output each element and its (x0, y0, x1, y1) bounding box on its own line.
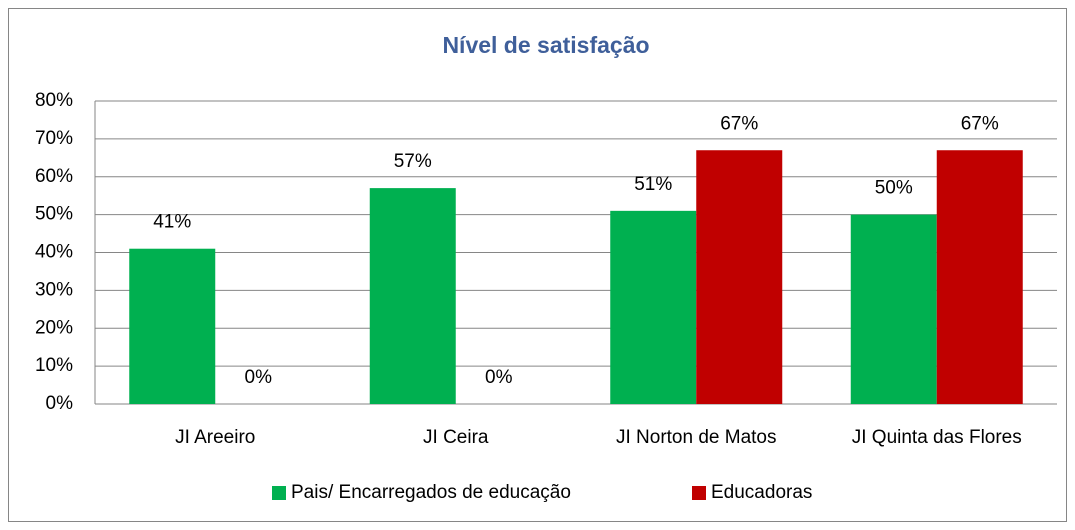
bar (129, 248, 216, 404)
y-tick-label: 0% (46, 393, 74, 414)
x-tick-label: JI Norton de Matos (616, 427, 777, 448)
x-tick-label: JI Areeiro (175, 427, 255, 448)
y-tick-label: 30% (35, 279, 73, 300)
data-label: 50% (875, 178, 913, 199)
legend-label: Educadoras (711, 482, 812, 503)
bar (610, 210, 697, 404)
legend-swatch (272, 486, 286, 500)
bar (369, 188, 456, 404)
chart-title: Nível de satisfação (442, 32, 649, 58)
y-tick-label: 70% (35, 128, 73, 149)
bar (696, 150, 783, 404)
bar (936, 150, 1023, 404)
bar (850, 214, 937, 404)
x-tick-label: JI Ceira (423, 427, 489, 448)
y-tick-label: 10% (35, 355, 73, 376)
y-tick-label: 20% (35, 317, 73, 338)
data-label: 41% (153, 212, 191, 233)
y-tick-label: 60% (35, 166, 73, 187)
legend-swatch (692, 486, 706, 500)
y-tick-label: 40% (35, 242, 73, 263)
data-label: 57% (394, 151, 432, 172)
y-tick-label: 50% (35, 204, 73, 225)
data-label: 0% (245, 367, 273, 388)
y-tick-label: 80% (35, 90, 73, 111)
data-label: 0% (485, 367, 513, 388)
x-tick-label: JI Quinta das Flores (852, 427, 1022, 448)
data-label: 67% (961, 113, 999, 134)
data-label: 51% (634, 174, 672, 195)
data-label: 67% (720, 113, 758, 134)
legend-label: Pais/ Encarregados de educação (291, 482, 571, 503)
